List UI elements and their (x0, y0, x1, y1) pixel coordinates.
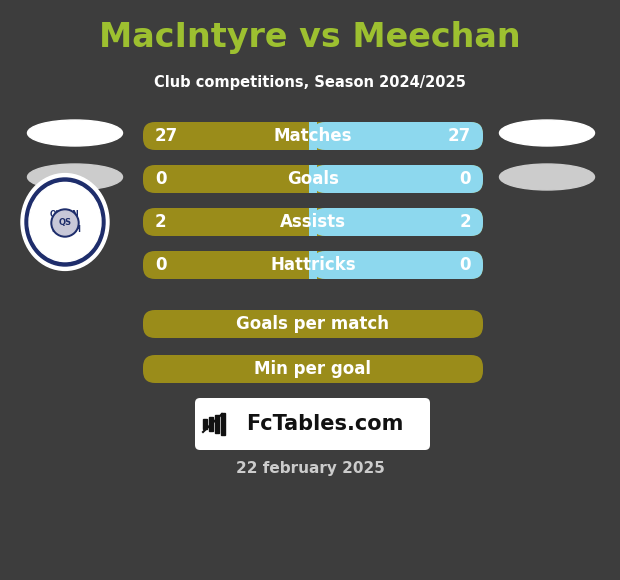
Text: 0: 0 (459, 170, 471, 188)
Text: Club competitions, Season 2024/2025: Club competitions, Season 2024/2025 (154, 74, 466, 89)
Text: MacIntyre vs Meechan: MacIntyre vs Meechan (99, 21, 521, 55)
Bar (309, 208, 317, 236)
FancyBboxPatch shape (313, 122, 483, 150)
FancyBboxPatch shape (143, 122, 483, 150)
Ellipse shape (29, 182, 101, 262)
Bar (215, 415, 219, 433)
Bar (309, 122, 317, 150)
Text: 2: 2 (459, 213, 471, 231)
Circle shape (53, 211, 77, 235)
FancyBboxPatch shape (143, 208, 483, 236)
Ellipse shape (21, 173, 109, 270)
Text: FcTables.com: FcTables.com (246, 414, 403, 434)
Bar (221, 413, 225, 435)
FancyBboxPatch shape (143, 251, 483, 279)
Ellipse shape (500, 120, 595, 146)
Ellipse shape (27, 164, 123, 190)
FancyBboxPatch shape (143, 310, 483, 338)
Ellipse shape (25, 178, 105, 266)
Text: Min per goal: Min per goal (254, 360, 371, 378)
Circle shape (51, 209, 79, 237)
Text: Goals: Goals (287, 170, 339, 188)
Text: SOUTH: SOUTH (52, 226, 82, 234)
Bar (309, 165, 317, 193)
FancyBboxPatch shape (313, 251, 483, 279)
Text: Assists: Assists (280, 213, 346, 231)
Ellipse shape (27, 120, 123, 146)
FancyBboxPatch shape (143, 165, 483, 193)
Text: 0: 0 (155, 256, 167, 274)
Text: 27: 27 (155, 127, 179, 145)
Text: Hattricks: Hattricks (270, 256, 356, 274)
Bar (209, 417, 213, 431)
Text: 0: 0 (459, 256, 471, 274)
FancyBboxPatch shape (195, 398, 430, 450)
Text: QUEEN: QUEEN (50, 209, 80, 219)
Text: 22 february 2025: 22 february 2025 (236, 461, 384, 476)
FancyBboxPatch shape (313, 165, 483, 193)
FancyBboxPatch shape (313, 208, 483, 236)
Text: 27: 27 (448, 127, 471, 145)
Text: Goals per match: Goals per match (236, 315, 389, 333)
Text: of    the: of the (53, 219, 77, 224)
Bar (203, 419, 207, 429)
Text: 2: 2 (155, 213, 167, 231)
Ellipse shape (500, 164, 595, 190)
Bar (309, 251, 317, 279)
Text: 0: 0 (155, 170, 167, 188)
FancyBboxPatch shape (143, 355, 483, 383)
Text: QS: QS (58, 219, 71, 227)
Text: Matches: Matches (274, 127, 352, 145)
